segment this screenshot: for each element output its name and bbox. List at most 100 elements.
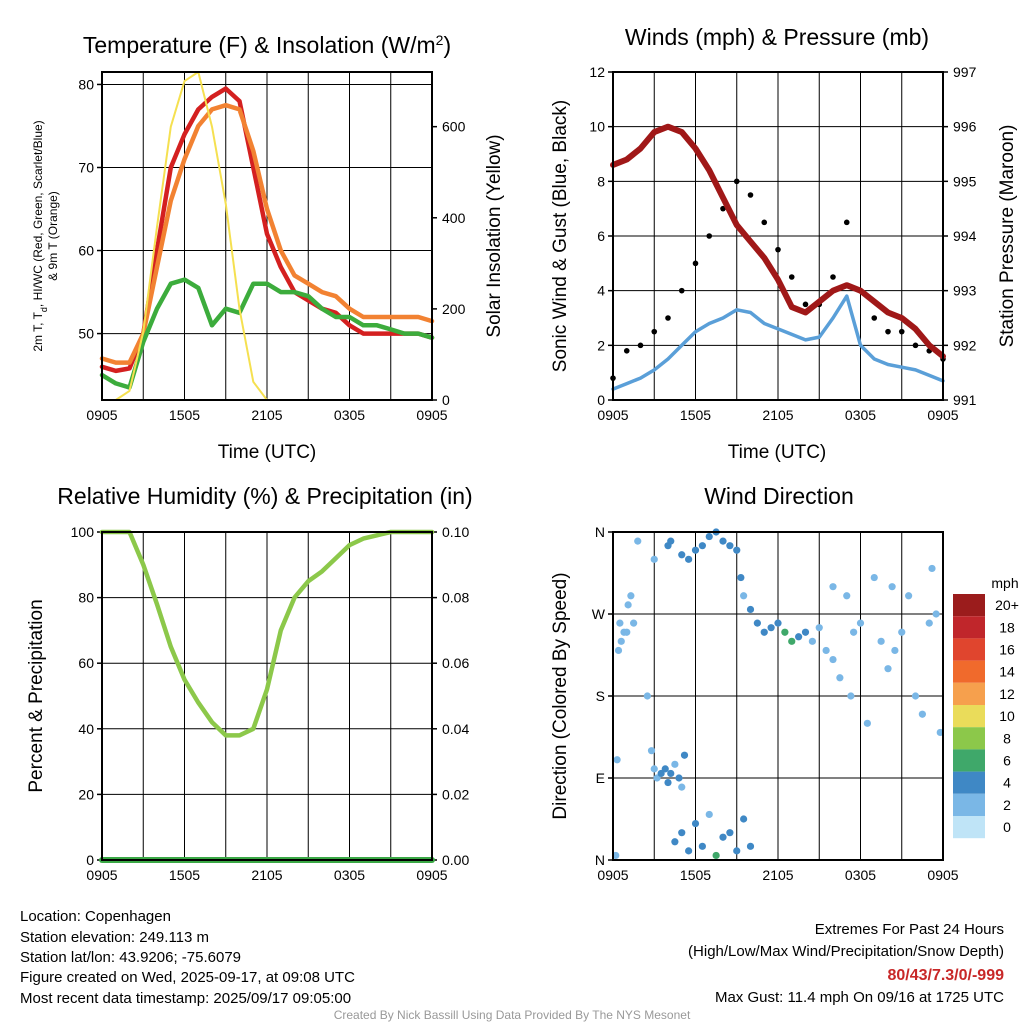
x-tick-label: 0905 (597, 867, 628, 883)
humidity-right-ticks: 0.00 0.02 0.04 0.06 0.08 0.10 (442, 524, 469, 868)
gust-point (830, 274, 836, 280)
wind-direction-point (719, 537, 727, 545)
right-tick-label: 600 (442, 119, 466, 135)
humidity-y-label: Percent & Precipitation (26, 599, 47, 792)
wind-direction-point (616, 619, 624, 627)
colorbar-label: 14 (999, 664, 1015, 680)
y-tick-label: 2 (597, 337, 605, 353)
wind-direction-point (788, 637, 796, 645)
wind-direction-point (647, 747, 656, 755)
colorbar-swatch (953, 660, 985, 683)
wind-direction-point (678, 783, 686, 791)
wind-direction-point (863, 719, 871, 727)
gust-point (747, 192, 754, 198)
right-tick-label: 992 (953, 337, 977, 353)
temperature-grid (97, 72, 437, 401)
colorbar-swatch (953, 816, 985, 839)
wind-direction-point (685, 555, 693, 563)
wind-direction-point (836, 674, 844, 682)
y-tick-label: 60 (78, 655, 94, 671)
wind-direction-point (925, 619, 933, 627)
wind-direction-point (705, 810, 713, 819)
colorbar-swatch (953, 594, 985, 617)
right-tick-label: 0.04 (442, 721, 469, 737)
wind-direction-point (661, 765, 669, 773)
gust-point (678, 287, 685, 294)
temperature-title: Temperature (F) & Insolation (W/m2) (83, 32, 451, 58)
y-tick-label: 0 (597, 392, 605, 408)
x-tick-label: 0905 (597, 407, 628, 423)
wind-direction-point (691, 819, 700, 828)
speed-colorbar: 20+ 18 16 14 12 10 8 6 4 2 0 (953, 594, 1019, 839)
x-tick-label: 0905 (927, 407, 958, 423)
max-gust-text: Max Gust: 11.4 mph On 09/16 at 1725 UTC (715, 989, 1004, 1006)
gust-point (706, 233, 713, 239)
wind-direction-point (829, 655, 837, 664)
recent-data-text: Most recent data timestamp: 2025/09/17 0… (20, 990, 351, 1007)
wind-direction-point (808, 637, 816, 645)
colorbar-label: 8 (1003, 730, 1011, 746)
dew-line (99, 277, 435, 390)
colorbar-label: 10 (999, 708, 1015, 724)
colorbar-title: mph (991, 575, 1018, 591)
y-tick-label: 0 (86, 852, 94, 868)
temperature-x-ticks: 0905 1505 2105 0305 0905 (86, 407, 447, 423)
wind-direction-point (733, 847, 741, 855)
y-tick-label: 4 (597, 283, 605, 299)
colorbar-swatch (953, 705, 985, 728)
wind-direction-point (753, 619, 761, 627)
wind-direction-grid (608, 531, 943, 861)
extremes-info: Extremes For Past 24 Hours (High/Low/Max… (688, 921, 1004, 1006)
y-tick-label: 60 (78, 243, 94, 259)
temp9m-line (99, 102, 435, 365)
gust-point (651, 328, 658, 335)
wind-direction-point (911, 692, 920, 700)
wind-direction-point (671, 760, 679, 768)
wind-direction-point (767, 624, 775, 632)
wind-direction-point (698, 842, 706, 850)
colorbar-label: 0 (1003, 819, 1011, 835)
right-tick-label: 400 (442, 210, 466, 226)
wind-line (611, 294, 945, 391)
wind-direction-point (685, 847, 693, 855)
gust-point (802, 301, 809, 308)
y-tick-label: 50 (78, 326, 94, 342)
wind-direction-point (822, 646, 830, 655)
rh-line (99, 529, 435, 738)
y-tick-label: 10 (589, 119, 605, 135)
wind-direction-point (774, 619, 782, 627)
wind-direction-point (705, 532, 713, 541)
x-tick-label: 0305 (334, 867, 365, 883)
wind-direction-point (650, 555, 658, 563)
wind-direction-point (801, 628, 810, 636)
wind-direction-point (726, 542, 734, 550)
temperature-y-label-line1: 2m T, Td, HI/WC (Red, Green, Scarlet/Blu… (31, 120, 49, 351)
wind-direction-point (884, 665, 892, 673)
temperature-panel: Temperature (F) & Insolation (W/m2) 0905… (31, 32, 505, 463)
colorbar-swatch (953, 771, 985, 794)
wind-direction-point (678, 551, 686, 559)
x-tick-label: 0905 (86, 407, 117, 423)
wind-direction-y-label: Direction (Colored By Speed) (550, 572, 571, 819)
gust-point (898, 328, 905, 335)
wind-direction-point (719, 833, 727, 841)
right-tick-label: 200 (442, 301, 466, 317)
wind-direction-point (617, 637, 625, 645)
wind-direction-point (726, 829, 734, 837)
colorbar-label: 6 (1003, 753, 1011, 769)
wind-direction-point (671, 838, 679, 846)
y-tick-label: 12 (589, 64, 605, 80)
colorbar-swatch (953, 793, 985, 816)
winds-plot-frame (612, 71, 944, 401)
y-tick-label: E (596, 770, 605, 786)
wind-direction-point (746, 605, 755, 614)
wind-direction-point (795, 633, 803, 641)
x-tick-label: 2105 (251, 407, 282, 423)
wind-direction-point (634, 537, 642, 545)
colorbar-label: 20+ (995, 597, 1019, 613)
x-tick-label: 1505 (680, 867, 711, 883)
wind-direction-point (643, 692, 651, 700)
y-tick-label: W (592, 606, 606, 622)
winds-y-label: Sonic Wind & Gust (Blue, Black) (550, 100, 571, 372)
